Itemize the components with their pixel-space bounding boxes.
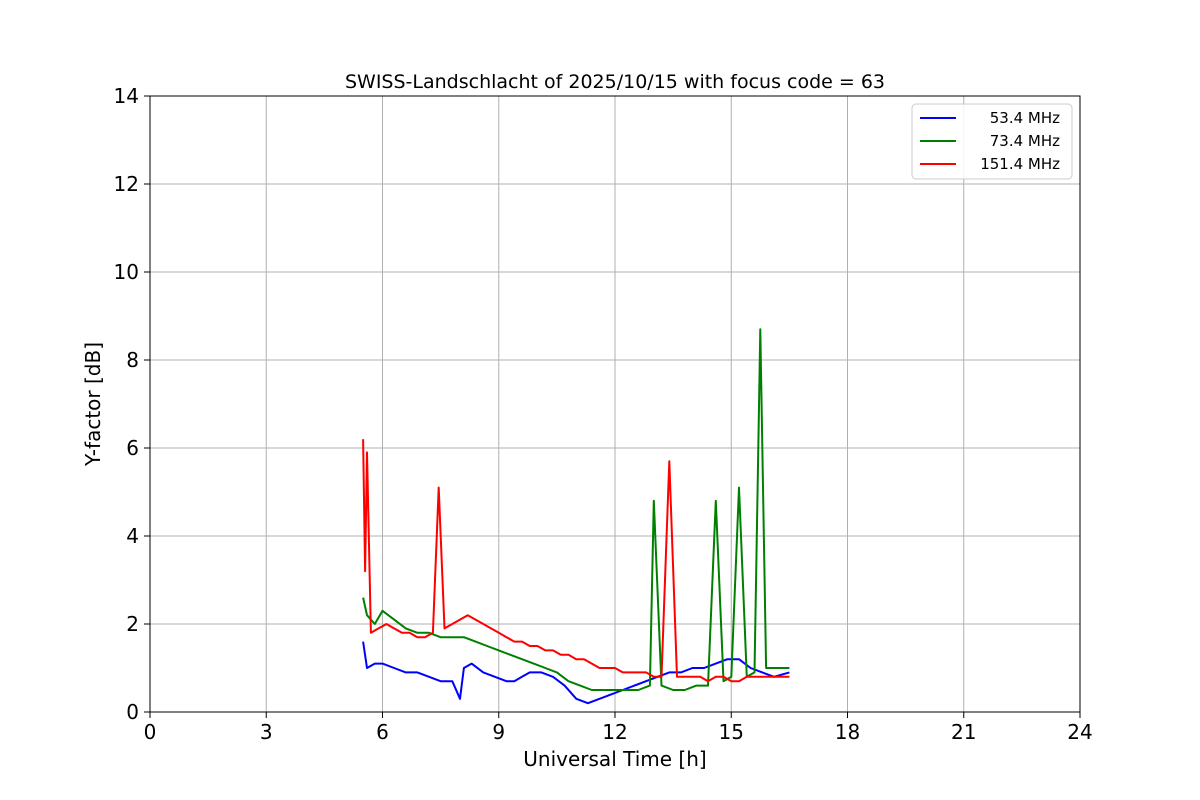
plot-series [362, 328, 790, 705]
x-tick-label: 21 [951, 720, 976, 744]
y-axis-ticks: 0 2 4 6 8 10 12 14 [114, 84, 150, 724]
x-tick-label: 3 [260, 720, 273, 744]
y-tick-label: 4 [126, 524, 139, 548]
x-tick-label: 24 [1067, 720, 1092, 744]
y-tick-label: 12 [114, 172, 139, 196]
legend: 53.4 MHz 73.4 MHz 151.4 MHz [911, 103, 1073, 180]
legend-label-0: 53.4 MHz [990, 109, 1060, 127]
y-tick-label: 0 [126, 700, 139, 724]
y-tick-label: 2 [126, 612, 139, 636]
series-line-2 [362, 439, 790, 683]
legend-label-1: 73.4 MHz [990, 132, 1060, 150]
y-tick-label: 6 [126, 436, 139, 460]
x-tick-label: 18 [835, 720, 860, 744]
legend-label-2: 151.4 MHz [980, 155, 1060, 173]
legend-box [911, 103, 1073, 180]
y-axis-label: Y-factor [dB] [81, 342, 105, 467]
x-axis-ticks: 0 3 6 9 12 15 18 21 24 [144, 712, 1093, 744]
x-tick-label: 6 [376, 720, 389, 744]
x-tick-label: 0 [144, 720, 157, 744]
y-tick-label: 14 [114, 84, 139, 108]
y-tick-label: 10 [114, 260, 139, 284]
x-tick-label: 12 [602, 720, 627, 744]
x-tick-label: 15 [719, 720, 744, 744]
x-tick-label: 9 [492, 720, 505, 744]
chart-title: SWISS-Landschlacht of 2025/10/15 with fo… [345, 71, 885, 93]
x-axis-label: Universal Time [h] [523, 747, 706, 771]
y-tick-label: 8 [126, 348, 139, 372]
